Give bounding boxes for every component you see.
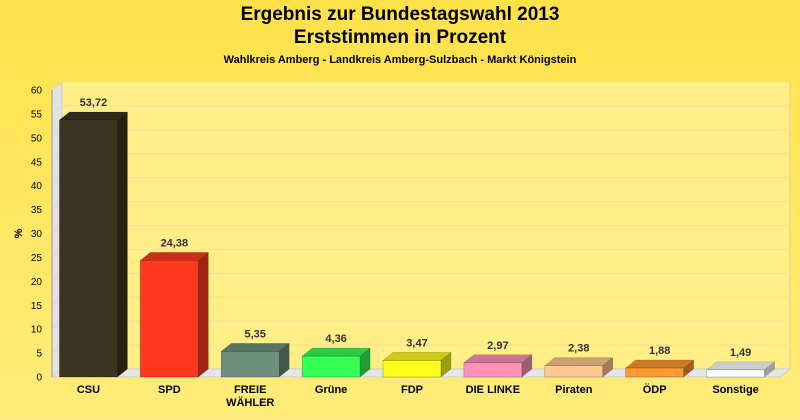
data-label: 24,38 [161, 237, 189, 249]
x-tick-label: DIE LINKE [466, 384, 520, 396]
data-label: 2,97 [487, 340, 508, 352]
bar-top [463, 354, 533, 364]
bar-top [220, 343, 290, 352]
data-label: 5,35 [245, 328, 266, 340]
bar [463, 362, 523, 378]
x-tick-label: Grüne [315, 384, 347, 396]
bar-top [58, 111, 129, 121]
bar [140, 260, 199, 378]
y-tick-label: 30 [31, 229, 43, 240]
data-label: 2,38 [568, 343, 589, 355]
y-tick-label: 55 [31, 109, 43, 120]
y-tick-label: 5 [36, 349, 42, 360]
bar [59, 119, 118, 378]
x-tick-label: Piraten [555, 384, 593, 396]
y-tick-label: 45 [31, 157, 43, 168]
chart-title: Ergebnis zur Bundestagswahl 2013 [240, 4, 560, 25]
bar-top [705, 361, 776, 371]
x-tick-label: FREIE WÄHLER [226, 384, 274, 409]
bar-top [544, 357, 614, 366]
bar [706, 369, 765, 378]
x-tick-label: SPD [158, 384, 181, 396]
chart-caption: Wahlkreis Amberg - Landkreis Amberg-Sulz… [223, 54, 577, 66]
y-tick-label: 60 [31, 86, 43, 97]
x-tick-label: FDP [401, 384, 423, 396]
x-tick-label: Sonstige [712, 384, 758, 396]
y-axis-label: % [13, 228, 25, 238]
y-tick-label: 40 [31, 181, 43, 192]
y-tick-label: 50 [31, 133, 43, 144]
bar [544, 365, 604, 378]
bar-side [117, 111, 128, 378]
bar-side [198, 251, 209, 378]
data-label: 53,72 [80, 97, 108, 109]
bar [220, 351, 280, 378]
data-label: 4,36 [325, 333, 346, 345]
bar-top [301, 347, 371, 357]
bar-top [624, 359, 695, 369]
bar [382, 360, 442, 378]
y-tick-label: 20 [31, 277, 43, 288]
chart-subtitle: Erststimmen in Prozent [293, 27, 507, 48]
y-tick-label: 0 [36, 373, 42, 384]
bar-top [382, 352, 452, 361]
data-label: 1,49 [730, 347, 751, 359]
bar [625, 367, 684, 378]
y-tick-label: 10 [31, 325, 43, 336]
x-tick-label: ÖDP [643, 383, 667, 396]
y-tick-label: 35 [31, 205, 43, 216]
bar [301, 355, 361, 378]
y-tick-label: 15 [31, 301, 43, 312]
gridline-side [51, 105, 63, 115]
data-label: 3,47 [406, 337, 427, 349]
x-tick-label: CSU [77, 384, 100, 396]
bar-top [139, 252, 210, 261]
y-tick-label: 25 [31, 253, 43, 264]
gridline-side [51, 81, 63, 91]
data-label: 1,88 [649, 345, 670, 357]
